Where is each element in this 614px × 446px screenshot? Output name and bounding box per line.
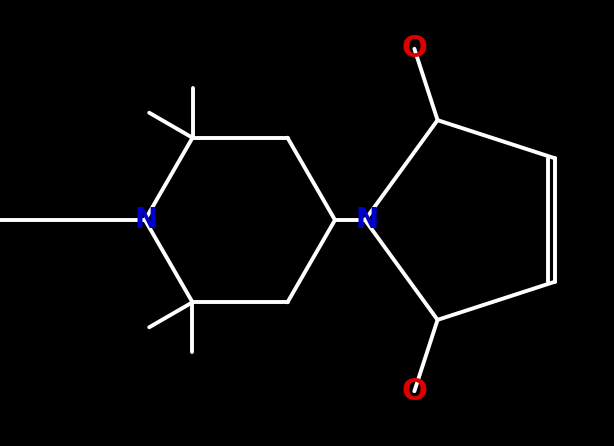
Text: N: N <box>134 206 158 234</box>
Text: N: N <box>356 206 379 234</box>
Text: O: O <box>402 377 427 406</box>
Text: O: O <box>402 34 427 63</box>
